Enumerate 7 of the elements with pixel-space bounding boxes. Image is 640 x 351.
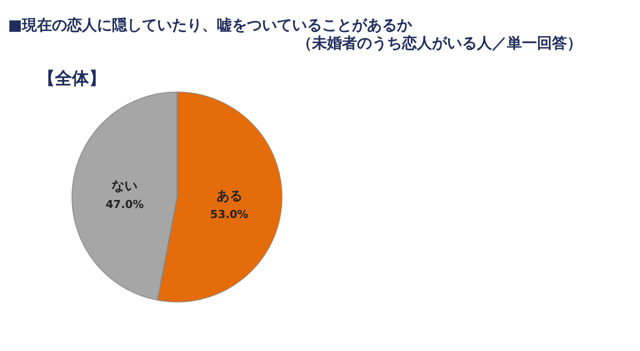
text: （未婚者のうち恋人がいる人／単一回答） xyxy=(297,34,582,52)
data-label: 47.0% xyxy=(106,198,144,212)
slice-label: ない xyxy=(112,179,138,194)
slice-label: ある xyxy=(216,188,242,204)
data-label: 53.0% xyxy=(210,208,248,221)
chart-title: ■現在の恋人に隠していたり、嘘をついていることがあるか xyxy=(8,16,414,34)
text: 【全体】 xyxy=(38,69,106,89)
